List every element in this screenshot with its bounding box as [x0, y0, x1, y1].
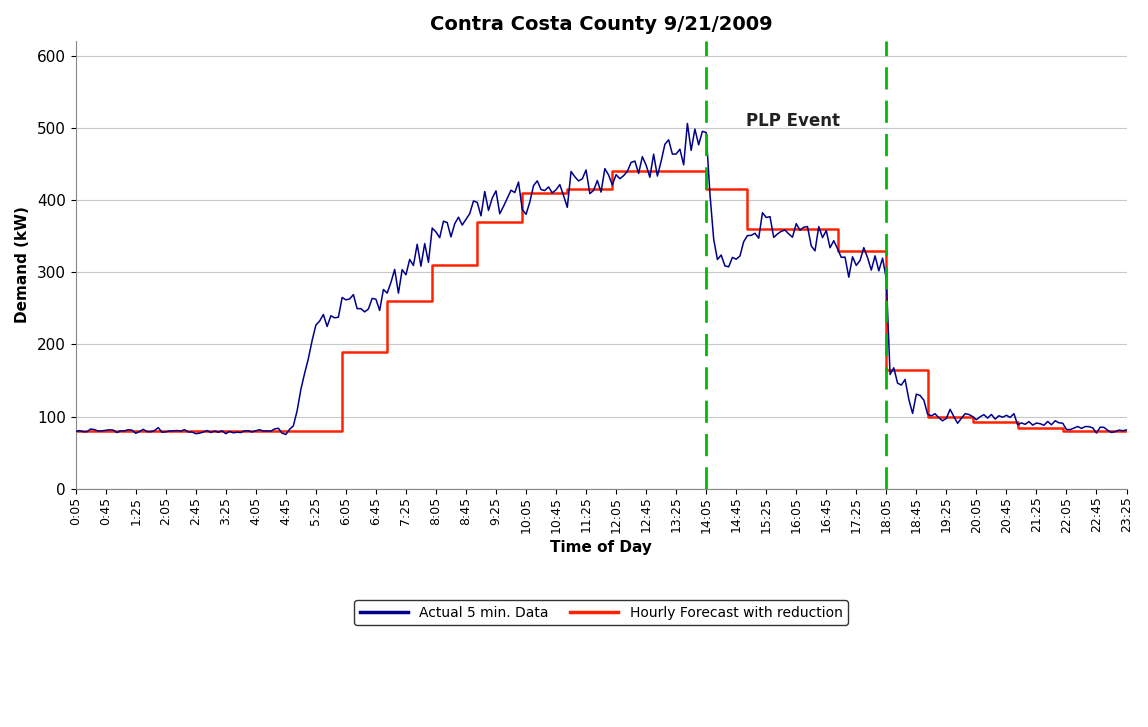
Title: Contra Costa County 9/21/2009: Contra Costa County 9/21/2009: [429, 15, 773, 34]
Legend: Actual 5 min. Data, Hourly Forecast with reduction: Actual 5 min. Data, Hourly Forecast with…: [355, 601, 848, 625]
X-axis label: Time of Day: Time of Day: [550, 539, 652, 555]
Y-axis label: Demand (kW): Demand (kW): [15, 206, 30, 324]
Text: PLP Event: PLP Event: [746, 111, 840, 129]
